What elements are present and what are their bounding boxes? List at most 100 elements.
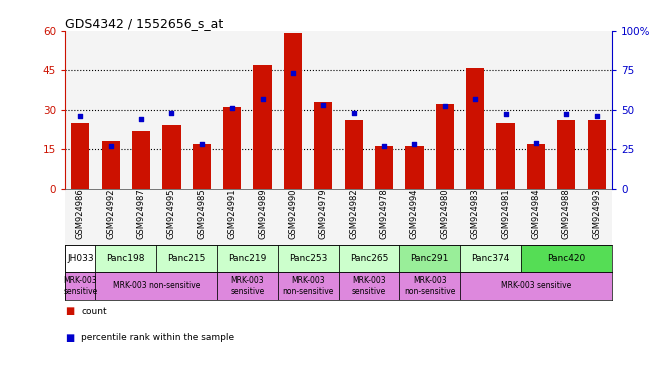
Bar bbox=[344, 120, 363, 189]
Bar bbox=[187, 31, 217, 189]
Bar bbox=[284, 33, 302, 189]
Text: ■: ■ bbox=[65, 333, 74, 343]
Bar bbox=[156, 31, 187, 189]
Point bbox=[501, 111, 511, 118]
Text: MRK-003
sensitive: MRK-003 sensitive bbox=[63, 276, 98, 296]
Bar bbox=[497, 123, 515, 189]
Bar bbox=[430, 189, 460, 245]
Text: GSM924991: GSM924991 bbox=[228, 189, 237, 239]
Text: GSM924988: GSM924988 bbox=[562, 189, 571, 239]
Text: GSM924982: GSM924982 bbox=[349, 189, 358, 239]
Bar bbox=[406, 146, 424, 189]
Bar bbox=[521, 245, 612, 272]
Bar bbox=[369, 189, 399, 245]
Bar bbox=[187, 189, 217, 245]
Text: GSM924993: GSM924993 bbox=[592, 189, 602, 239]
Bar bbox=[162, 126, 180, 189]
Bar bbox=[253, 65, 271, 189]
Point bbox=[197, 141, 207, 147]
Text: GSM924995: GSM924995 bbox=[167, 189, 176, 239]
Text: GSM924978: GSM924978 bbox=[380, 189, 389, 239]
Text: GSM924989: GSM924989 bbox=[258, 189, 267, 239]
Point bbox=[288, 70, 298, 76]
Bar bbox=[430, 31, 460, 189]
Bar bbox=[193, 144, 211, 189]
Text: Panc374: Panc374 bbox=[471, 254, 510, 263]
Bar bbox=[466, 68, 484, 189]
Bar bbox=[436, 104, 454, 189]
Bar bbox=[278, 31, 308, 189]
Bar bbox=[308, 189, 339, 245]
Point bbox=[75, 113, 85, 119]
Text: JH033: JH033 bbox=[67, 254, 94, 263]
Bar bbox=[65, 245, 96, 272]
Bar bbox=[278, 189, 308, 245]
Text: percentile rank within the sample: percentile rank within the sample bbox=[81, 333, 234, 343]
Text: Panc265: Panc265 bbox=[350, 254, 388, 263]
Bar bbox=[217, 272, 278, 300]
Text: GDS4342 / 1552656_s_at: GDS4342 / 1552656_s_at bbox=[65, 17, 223, 30]
Text: MRK-003
non-sensitive: MRK-003 non-sensitive bbox=[404, 276, 455, 296]
Point bbox=[348, 110, 359, 116]
Text: MRK-003
non-sensitive: MRK-003 non-sensitive bbox=[283, 276, 334, 296]
Bar bbox=[96, 272, 217, 300]
Bar bbox=[308, 31, 339, 189]
Point bbox=[136, 116, 146, 122]
Bar bbox=[369, 31, 399, 189]
Text: GSM924985: GSM924985 bbox=[197, 189, 206, 239]
Bar bbox=[96, 245, 156, 272]
Bar bbox=[156, 189, 187, 245]
Text: GSM924992: GSM924992 bbox=[106, 189, 115, 239]
Bar bbox=[278, 245, 339, 272]
Bar bbox=[460, 272, 612, 300]
Bar bbox=[581, 31, 612, 189]
Point bbox=[409, 141, 420, 147]
Bar bbox=[217, 245, 278, 272]
Text: MRK-003
sensitive: MRK-003 sensitive bbox=[230, 276, 264, 296]
Bar bbox=[581, 189, 612, 245]
Text: MRK-003
sensitive: MRK-003 sensitive bbox=[352, 276, 386, 296]
Text: count: count bbox=[81, 306, 107, 316]
Point bbox=[439, 103, 450, 109]
Bar bbox=[490, 189, 521, 245]
Bar bbox=[490, 31, 521, 189]
Bar bbox=[557, 120, 575, 189]
Point bbox=[227, 105, 238, 111]
Bar bbox=[217, 189, 247, 245]
Bar bbox=[527, 144, 545, 189]
Bar bbox=[65, 272, 96, 300]
Text: GSM924981: GSM924981 bbox=[501, 189, 510, 239]
Point bbox=[105, 143, 116, 149]
Bar bbox=[460, 31, 490, 189]
Bar bbox=[399, 31, 430, 189]
Text: Panc198: Panc198 bbox=[107, 254, 145, 263]
Point bbox=[561, 111, 572, 118]
Text: GSM924994: GSM924994 bbox=[410, 189, 419, 239]
Text: MRK-003 sensitive: MRK-003 sensitive bbox=[501, 281, 571, 290]
Point bbox=[379, 143, 389, 149]
Text: Panc219: Panc219 bbox=[229, 254, 266, 263]
Bar bbox=[588, 120, 606, 189]
Text: GSM924987: GSM924987 bbox=[137, 189, 146, 239]
Point bbox=[470, 96, 480, 102]
Bar bbox=[460, 245, 521, 272]
Point bbox=[531, 140, 541, 146]
Bar bbox=[96, 189, 126, 245]
Bar bbox=[314, 102, 333, 189]
Bar bbox=[399, 189, 430, 245]
Text: GSM924983: GSM924983 bbox=[471, 189, 480, 239]
Bar bbox=[65, 31, 96, 189]
Bar bbox=[551, 189, 581, 245]
Bar bbox=[71, 123, 89, 189]
Bar bbox=[132, 131, 150, 189]
Bar bbox=[65, 189, 96, 245]
Text: Panc420: Panc420 bbox=[547, 254, 585, 263]
Bar bbox=[126, 31, 156, 189]
Bar bbox=[521, 189, 551, 245]
Text: GSM924990: GSM924990 bbox=[288, 189, 298, 239]
Bar bbox=[126, 189, 156, 245]
Bar bbox=[460, 189, 490, 245]
Bar bbox=[339, 31, 369, 189]
Bar bbox=[399, 245, 460, 272]
Text: MRK-003 non-sensitive: MRK-003 non-sensitive bbox=[113, 281, 200, 290]
